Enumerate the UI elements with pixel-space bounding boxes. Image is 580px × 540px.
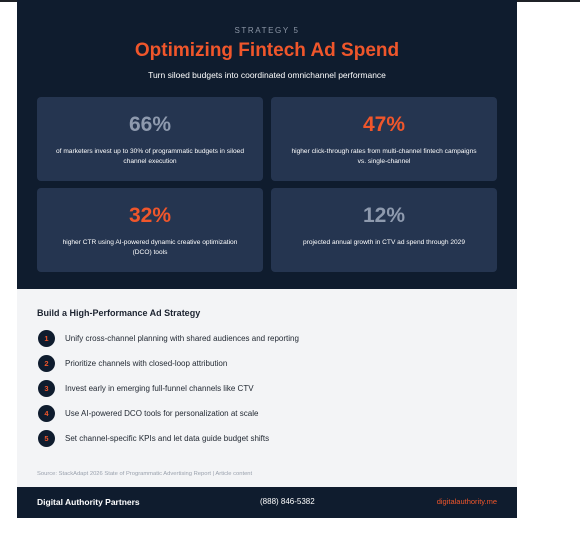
step-text: Unify cross-channel planning with shared… (65, 334, 299, 343)
hero-section: STRATEGY 5 Optimizing Fintech Ad Spend T… (17, 0, 517, 289)
footer-bar: Digital Authority Partners (888) 846-538… (17, 487, 517, 518)
brand-name: Digital Authority Partners (37, 497, 140, 507)
step-number-badge: 4 (38, 405, 55, 422)
stat-description: higher CTR using AI-powered dynamic crea… (62, 239, 238, 256)
stat-value: 47% (362, 113, 406, 136)
stat-description: higher click-through rates from multi-ch… (291, 148, 477, 165)
stat-card-siloed-budgets: 66% of marketers invest up to 30% of pro… (37, 97, 263, 181)
stat-value: 66% (128, 113, 172, 136)
step-text: Invest early in emerging full-funnel cha… (65, 384, 254, 393)
strategy-step: 5 Set channel-specific KPIs and let data… (38, 430, 498, 447)
step-number-badge: 2 (38, 355, 55, 372)
stat-card-click-through: 47% higher click-through rates from mult… (271, 97, 497, 181)
strategy-step: 1 Unify cross-channel planning with shar… (38, 330, 498, 347)
strategy-step: 3 Invest early in emerging full-funnel c… (38, 380, 498, 397)
page-title: Optimizing Fintech Ad Spend (134, 40, 400, 61)
stat-description: of marketers invest up to 30% of program… (55, 148, 244, 165)
step-number-badge: 3 (38, 380, 55, 397)
strategy-heading: Build a High-Performance Ad Strategy (37, 308, 201, 318)
website-link[interactable]: digitalauthority.me (436, 497, 497, 506)
strategy-section: Build a High-Performance Ad Strategy 1 U… (17, 289, 517, 487)
eyebrow-label: STRATEGY 5 (234, 26, 300, 35)
stat-card-dco-ctr: 32% higher CTR using AI-powered dynamic … (37, 188, 263, 272)
step-number-badge: 1 (38, 330, 55, 347)
infographic-card: STRATEGY 5 Optimizing Fintech Ad Spend T… (17, 0, 517, 518)
phone-number[interactable]: (888) 846-5382 (260, 497, 315, 506)
step-text: Set channel-specific KPIs and let data g… (65, 434, 270, 443)
strategy-step: 4 Use AI-powered DCO tools for personali… (38, 405, 498, 422)
stat-value: 12% (362, 204, 406, 227)
stat-description: projected annual growth in CTV ad spend … (302, 239, 466, 246)
stat-value: 32% (128, 204, 172, 227)
source-citation: Source: StackAdapt 2026 State of Program… (37, 471, 253, 477)
strategy-step: 2 Prioritize channels with closed-loop a… (38, 355, 498, 372)
page-subtitle: Turn siloed budgets into coordinated omn… (148, 70, 386, 80)
step-number-badge: 5 (38, 430, 55, 447)
stat-card-ctv-growth: 12% projected annual growth in CTV ad sp… (271, 188, 497, 272)
step-text: Use AI-powered DCO tools for personaliza… (65, 409, 259, 418)
step-text: Prioritize channels with closed-loop att… (65, 359, 228, 368)
